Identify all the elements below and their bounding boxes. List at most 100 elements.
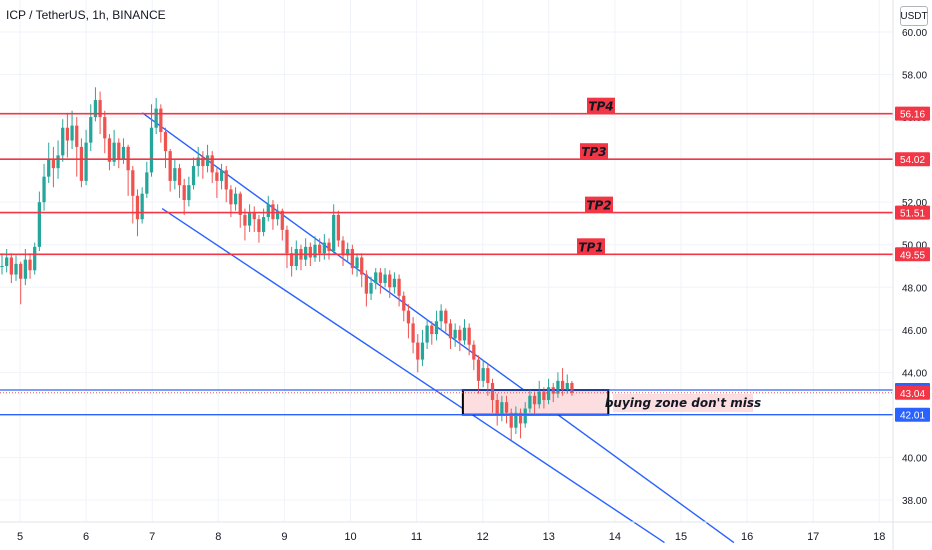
candle-body [233, 193, 238, 205]
tp-label: TP4 [588, 100, 613, 114]
candle-body [350, 248, 355, 269]
candle-body [462, 327, 467, 341]
candle-body [261, 217, 266, 232]
time-tick-label: 14 [609, 531, 621, 543]
price-tag-label: 54.02 [900, 155, 925, 166]
candle-body [56, 155, 60, 169]
candle-body [285, 229, 289, 254]
candle-body [89, 117, 93, 143]
candle-body [201, 157, 205, 167]
candle-body [243, 214, 247, 226]
horizontal-levels [0, 112, 893, 416]
time-tick-label: 11 [411, 531, 422, 543]
price-tag-box [895, 106, 930, 121]
candle-body [560, 380, 565, 390]
candle-body [430, 325, 434, 335]
candle-body [486, 368, 490, 383]
candle-body [252, 212, 256, 220]
candle-body [168, 151, 172, 181]
candle-body [238, 193, 242, 215]
price-tick-label: 58.00 [902, 71, 927, 82]
candle-body [247, 212, 252, 226]
candlestick-series [0, 87, 574, 441]
candle-body [177, 168, 182, 186]
candle-body [84, 142, 88, 181]
candle-body [360, 257, 364, 275]
candle-body [0, 266, 4, 267]
price-tick-label: 40.00 [902, 453, 927, 464]
candle-body [467, 327, 471, 345]
price-tag-label: 49.55 [900, 250, 925, 261]
candle-body [448, 323, 453, 339]
candle-body [140, 193, 144, 220]
candle-body [500, 402, 504, 415]
candle-body [103, 117, 107, 139]
candle-body [416, 342, 420, 360]
candle-body [257, 219, 261, 232]
candle-body [383, 274, 387, 284]
currency-button[interactable]: USDT [900, 6, 928, 26]
candle-body [135, 195, 140, 220]
candle-body [514, 412, 518, 428]
time-tick-label: 10 [344, 531, 356, 543]
take-profit-labels: TP4 TP3 TP2 TP1 [577, 97, 615, 255]
candle-body [476, 359, 481, 381]
price-tag-label: 42.01 [900, 411, 925, 422]
candle-body [219, 170, 224, 181]
price-tick-label: 38.00 [902, 496, 927, 507]
candle-body [397, 278, 401, 296]
candle-body [19, 263, 23, 279]
candle-body [5, 257, 9, 266]
candle-body [318, 244, 322, 254]
price-tag-box [895, 247, 930, 262]
candle-body [294, 248, 298, 266]
candle-body [205, 155, 210, 167]
candle-body [28, 259, 32, 271]
candle-body [453, 329, 457, 339]
candle-body [191, 166, 196, 186]
time-axis[interactable]: 5 6 7 8 9 10 11 12 13 14 15 16 17 18 [17, 531, 885, 543]
candle-body [570, 383, 574, 393]
tp-label-box [577, 238, 605, 255]
price-tag-box [895, 407, 930, 422]
candle-body [332, 214, 336, 252]
candle-body [275, 210, 280, 220]
tp-label-box [587, 97, 615, 114]
time-tick-label: 9 [281, 531, 287, 543]
price-tag-box [895, 385, 930, 400]
tp-label: TP1 [578, 240, 603, 254]
price-tag-box [895, 152, 930, 167]
candle-body [75, 125, 79, 147]
candle-body [523, 408, 527, 424]
candle-body [490, 383, 495, 401]
candle-body [341, 240, 345, 256]
candle-body [355, 257, 359, 269]
candle-body [215, 172, 219, 181]
candle-body [37, 202, 42, 247]
candle-body [33, 246, 37, 271]
candle-body [369, 283, 373, 294]
time-tick-label: 13 [543, 531, 555, 543]
candle-body [121, 146, 126, 160]
candle-body [392, 278, 397, 288]
time-tick-label: 15 [675, 531, 687, 543]
channel-lower-line [161, 207, 665, 544]
candle-body [229, 189, 233, 205]
time-tick-label: 12 [477, 531, 489, 543]
candle-body [565, 383, 569, 390]
candle-body [327, 242, 331, 252]
candle-body [308, 246, 312, 258]
buying-zone-label: buying zone don't miss [605, 396, 761, 410]
price-tag-label: 51.51 [900, 209, 925, 220]
candle-body [364, 274, 369, 294]
candle-body [532, 395, 537, 405]
candle-body [145, 172, 149, 194]
candle-body [70, 125, 74, 141]
candle-body [131, 170, 135, 196]
candle-body [542, 391, 546, 401]
candle-body [434, 321, 439, 335]
candle-body [159, 108, 163, 132]
